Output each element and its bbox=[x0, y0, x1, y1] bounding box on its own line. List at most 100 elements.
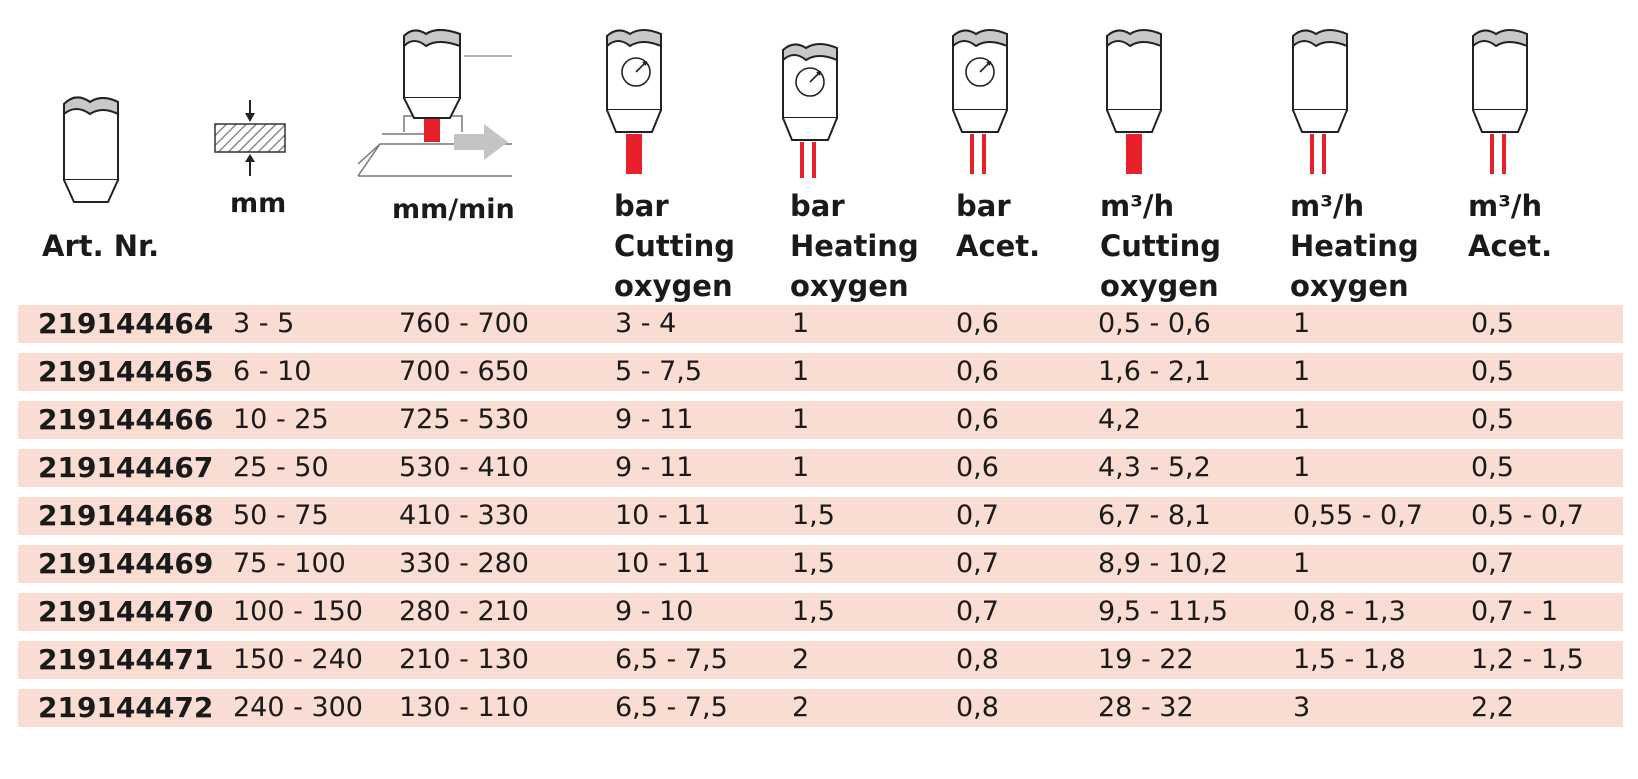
cell-bar-heating-oxygen: 1 bbox=[792, 404, 810, 435]
table-row: 219144466 10 - 25 725 - 530 9 - 11 1 0,6 4,2 1 0… bbox=[18, 401, 1623, 439]
cell-bar-acetylene: 0,7 bbox=[956, 500, 999, 531]
cell-flow-cutting-oxygen: 9,5 - 11,5 bbox=[1098, 596, 1228, 627]
table-row: 219144467 25 - 50 530 - 410 9 - 11 1 0,6 4,3 -… bbox=[18, 449, 1623, 487]
cell-thickness: 6 - 10 bbox=[233, 356, 312, 387]
cell-thickness: 240 - 300 bbox=[233, 692, 363, 723]
cell-flow-heating-oxygen: 1 bbox=[1293, 452, 1311, 483]
cell-bar-cutting-oxygen: 9 - 11 bbox=[615, 452, 694, 483]
header-thickness: mm bbox=[230, 188, 287, 219]
cell-bar-cutting-oxygen: 3 - 4 bbox=[615, 308, 677, 339]
cell-speed: 280 - 210 bbox=[399, 596, 529, 627]
cell-flow-cutting-oxygen: 6,7 - 8,1 bbox=[1098, 500, 1211, 531]
cell-flow-acetylene: 0,5 bbox=[1471, 308, 1514, 339]
torch-heating-streams-icon bbox=[1292, 29, 1348, 174]
cell-flow-heating-oxygen: 1 bbox=[1293, 548, 1311, 579]
cell-speed: 130 - 110 bbox=[399, 692, 529, 723]
cell-flow-heating-oxygen: 1 bbox=[1293, 308, 1311, 339]
cell-bar-heating-oxygen: 1,5 bbox=[792, 500, 835, 531]
cell-speed: 760 - 700 bbox=[399, 308, 529, 339]
cell-bar-cutting-oxygen: 9 - 10 bbox=[615, 596, 694, 627]
cell-speed: 725 - 530 bbox=[399, 404, 529, 435]
header-speed: mm/min bbox=[392, 194, 515, 225]
cell-speed: 210 - 130 bbox=[399, 644, 529, 675]
cell-bar-heating-oxygen: 2 bbox=[792, 644, 810, 675]
cell-flow-heating-oxygen: 0,8 - 1,3 bbox=[1293, 596, 1406, 627]
cell-flow-cutting-oxygen: 4,2 bbox=[1098, 404, 1141, 435]
cell-flow-heating-oxygen: 1,5 - 1,8 bbox=[1293, 644, 1406, 675]
cell-speed: 700 - 650 bbox=[399, 356, 529, 387]
cutting-speed-icon bbox=[357, 29, 512, 177]
torch-gauge-acetylene-icon bbox=[952, 29, 1008, 174]
cell-bar-cutting-oxygen: 5 - 7,5 bbox=[615, 356, 703, 387]
cell-thickness: 150 - 240 bbox=[233, 644, 363, 675]
cell-bar-acetylene: 0,6 bbox=[956, 452, 999, 483]
cell-art-nr: 219144467 bbox=[38, 451, 214, 484]
torch-gauge-cutting-stream-icon bbox=[606, 29, 662, 174]
cell-bar-cutting-oxygen: 10 - 11 bbox=[615, 548, 711, 579]
cell-flow-cutting-oxygen: 0,5 - 0,6 bbox=[1098, 308, 1211, 339]
torch-gauge-heating-streams-icon bbox=[782, 43, 838, 178]
cell-bar-cutting-oxygen: 6,5 - 7,5 bbox=[615, 692, 728, 723]
cell-bar-acetylene: 0,6 bbox=[956, 356, 999, 387]
cell-flow-heating-oxygen: 1 bbox=[1293, 356, 1311, 387]
cell-bar-heating-oxygen: 1,5 bbox=[792, 548, 835, 579]
cell-thickness: 3 - 5 bbox=[233, 308, 295, 339]
cell-thickness: 25 - 50 bbox=[233, 452, 329, 483]
cell-art-nr: 219144471 bbox=[38, 643, 214, 676]
cell-flow-acetylene: 0,5 bbox=[1471, 356, 1514, 387]
torch-cutting-stream-icon bbox=[1106, 29, 1162, 174]
cell-flow-cutting-oxygen: 8,9 - 10,2 bbox=[1098, 548, 1228, 579]
table-row: 219144465 6 - 10 700 - 650 5 - 7,5 1 0,6 1,6 -… bbox=[18, 353, 1623, 391]
cell-art-nr: 219144470 bbox=[38, 595, 214, 628]
torch-acetylene-streams-icon bbox=[1472, 29, 1528, 174]
table-row: 219144468 50 - 75 410 - 330 10 - 11 1,5 0,7 6,… bbox=[18, 497, 1623, 535]
cell-art-nr: 219144472 bbox=[38, 691, 214, 724]
cell-bar-heating-oxygen: 1 bbox=[792, 308, 810, 339]
cell-flow-heating-oxygen: 1 bbox=[1293, 404, 1311, 435]
cell-art-nr: 219144466 bbox=[38, 403, 214, 436]
cell-flow-heating-oxygen: 0,55 - 0,7 bbox=[1293, 500, 1423, 531]
cell-flow-cutting-oxygen: 28 - 32 bbox=[1098, 692, 1194, 723]
cell-flow-acetylene: 0,7 - 1 bbox=[1471, 596, 1559, 627]
cell-bar-acetylene: 0,6 bbox=[956, 404, 999, 435]
cell-bar-acetylene: 0,7 bbox=[956, 596, 999, 627]
cell-flow-acetylene: 1,2 - 1,5 bbox=[1471, 644, 1584, 675]
cell-art-nr: 219144465 bbox=[38, 355, 214, 388]
header-flow-heating-oxygen: m³/h Heating oxygen bbox=[1290, 189, 1419, 303]
cell-art-nr: 219144469 bbox=[38, 547, 214, 580]
table-row: 219144472 240 - 300 130 - 110 6,5 - 7,5 2 0,8… bbox=[18, 689, 1623, 727]
cell-bar-heating-oxygen: 1,5 bbox=[792, 596, 835, 627]
cell-bar-heating-oxygen: 1 bbox=[792, 356, 810, 387]
cell-bar-acetylene: 0,8 bbox=[956, 644, 999, 675]
header-flow-acetylene: m³/h Acet. bbox=[1468, 189, 1553, 263]
cell-art-nr: 219144464 bbox=[38, 307, 214, 340]
cell-flow-cutting-oxygen: 4,3 - 5,2 bbox=[1098, 452, 1211, 483]
cell-bar-heating-oxygen: 1 bbox=[792, 452, 810, 483]
cell-flow-heating-oxygen: 3 bbox=[1293, 692, 1311, 723]
cell-bar-cutting-oxygen: 9 - 11 bbox=[615, 404, 694, 435]
cell-bar-acetylene: 0,8 bbox=[956, 692, 999, 723]
cell-flow-cutting-oxygen: 1,6 - 2,1 bbox=[1098, 356, 1211, 387]
cell-bar-acetylene: 0,6 bbox=[956, 308, 999, 339]
header-art-nr: Art. Nr. bbox=[42, 229, 160, 263]
cell-thickness: 10 - 25 bbox=[233, 404, 329, 435]
cell-speed: 410 - 330 bbox=[399, 500, 529, 531]
cell-flow-acetylene: 2,2 bbox=[1471, 692, 1514, 723]
table-row: 219144469 75 - 100 330 - 280 10 - 11 1,5 0,7 8… bbox=[18, 545, 1623, 583]
cell-flow-cutting-oxygen: 19 - 22 bbox=[1098, 644, 1194, 675]
material-thickness-icon bbox=[214, 100, 286, 176]
header-bar-cutting-oxygen: bar Cutting oxygen bbox=[614, 189, 735, 303]
cell-art-nr: 219144468 bbox=[38, 499, 214, 532]
cell-bar-cutting-oxygen: 10 - 11 bbox=[615, 500, 711, 531]
cell-thickness: 50 - 75 bbox=[233, 500, 329, 531]
cell-flow-acetylene: 0,5 bbox=[1471, 404, 1514, 435]
cell-bar-heating-oxygen: 2 bbox=[792, 692, 810, 723]
cell-speed: 330 - 280 bbox=[399, 548, 529, 579]
cell-bar-acetylene: 0,7 bbox=[956, 548, 999, 579]
cell-thickness: 75 - 100 bbox=[233, 548, 346, 579]
torch-nozzle-icon bbox=[63, 96, 119, 203]
cell-bar-cutting-oxygen: 6,5 - 7,5 bbox=[615, 644, 728, 675]
cell-thickness: 100 - 150 bbox=[233, 596, 363, 627]
header-bar-acetylene: bar Acet. bbox=[956, 189, 1041, 263]
